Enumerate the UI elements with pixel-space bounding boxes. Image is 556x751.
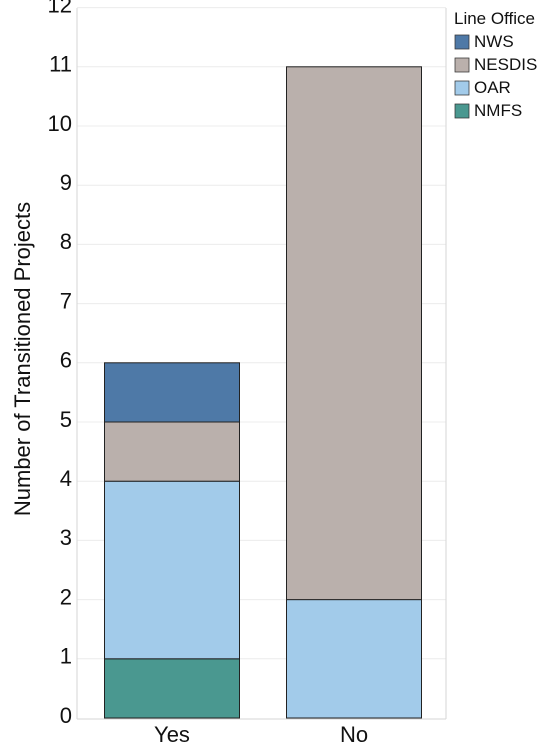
y-tick-label: 4 (60, 466, 72, 491)
y-tick-label: 6 (60, 348, 72, 373)
legend-swatch-oar (454, 80, 470, 96)
legend-title: Line Office (454, 9, 535, 28)
bar-segment-nesdis-yes (104, 421, 240, 482)
legend-swatch-nesdis (454, 57, 470, 73)
y-tick-label: 3 (60, 525, 72, 550)
legend-label-nws: NWS (474, 32, 514, 51)
y-tick-label: 2 (60, 584, 72, 609)
y-tick-label: 9 (60, 170, 72, 195)
legend-label-nesdis: NESDIS (474, 55, 537, 74)
bar-segment-nesdis-no (286, 66, 422, 601)
y-tick-label: 7 (60, 288, 72, 313)
legend-swatch-nmfs (454, 103, 470, 119)
bar-segment-oar-yes (104, 480, 240, 660)
legend-swatch-nws (454, 34, 470, 50)
x-tick-label: No (340, 722, 368, 747)
legend-label-oar: OAR (474, 78, 511, 97)
y-tick-label: 11 (49, 52, 72, 77)
y-tick-label: 0 (60, 703, 72, 728)
y-tick-label: 12 (48, 0, 72, 17)
y-tick-label: 8 (60, 229, 72, 254)
legend: Line Office NWS NESDIS OAR NMFS (454, 9, 537, 120)
y-tick-label: 1 (60, 644, 72, 669)
bars (104, 66, 422, 719)
y-axis-title: Number of Transitioned Projects (10, 202, 35, 516)
y-tick-label: 5 (60, 407, 72, 432)
bar-segment-nws-yes (104, 362, 240, 423)
legend-label-nmfs: NMFS (474, 101, 522, 120)
bar-segment-oar-no (286, 599, 422, 719)
axes (76, 8, 447, 720)
x-tick-label: Yes (154, 722, 190, 747)
y-tick-label: 10 (48, 111, 72, 136)
bar-segment-nmfs-yes (104, 658, 240, 719)
